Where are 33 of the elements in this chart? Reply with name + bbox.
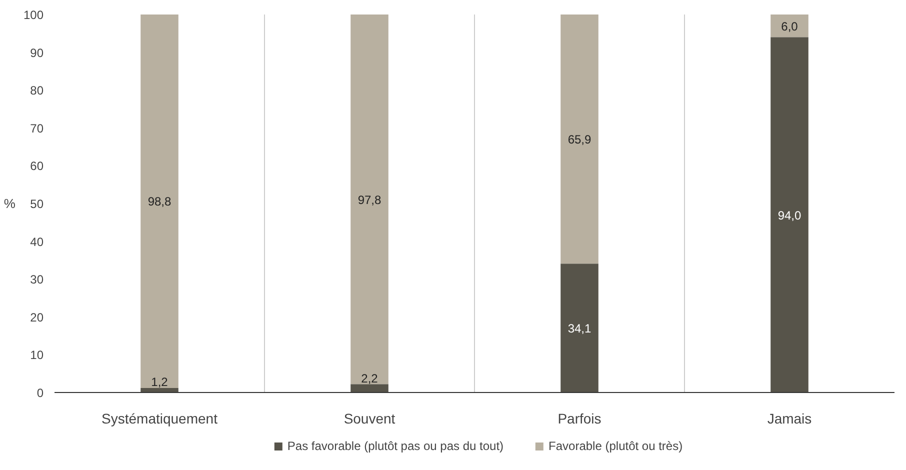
x-tick-label: Jamais <box>767 410 812 426</box>
bar <box>350 384 388 392</box>
data-label: 97,8 <box>358 192 382 207</box>
y-tick-label: 10 <box>30 348 44 362</box>
y-tick-label: 100 <box>23 8 44 22</box>
data-label: 65,9 <box>568 132 592 147</box>
bar <box>560 14 598 264</box>
data-label: 6,0 <box>781 19 798 34</box>
bar <box>770 37 808 392</box>
y-tick-label: 70 <box>30 121 44 136</box>
data-label: 34,1 <box>568 322 592 336</box>
bar <box>560 264 598 392</box>
y-tick-label: 90 <box>30 46 44 60</box>
x-tick-label: Souvent <box>344 410 396 426</box>
legend-label: Favorable (plutôt ou très) <box>548 439 683 453</box>
y-tick-label: 0 <box>36 386 44 400</box>
data-label: 2,2 <box>361 371 378 386</box>
y-tick-label: 80 <box>30 84 44 98</box>
y-tick-label: 30 <box>30 272 44 287</box>
bar <box>350 14 388 384</box>
y-tick-label: 50 <box>30 197 44 211</box>
bar <box>140 14 178 388</box>
data-label: 1,2 <box>151 375 168 390</box>
x-tick-label: Systématiquement <box>102 410 218 426</box>
legend-label: Pas favorable (plutôt pas ou pas du tout) <box>287 439 504 453</box>
data-label: 94,0 <box>778 208 802 222</box>
y-tick-label: 40 <box>30 234 44 249</box>
y-axis-title: % <box>4 196 16 211</box>
y-tick-label: 20 <box>30 310 44 324</box>
data-label: 98,8 <box>148 194 172 209</box>
y-tick-label: 60 <box>30 159 44 174</box>
x-tick-label: Parfois <box>558 410 602 426</box>
bar <box>770 14 808 38</box>
